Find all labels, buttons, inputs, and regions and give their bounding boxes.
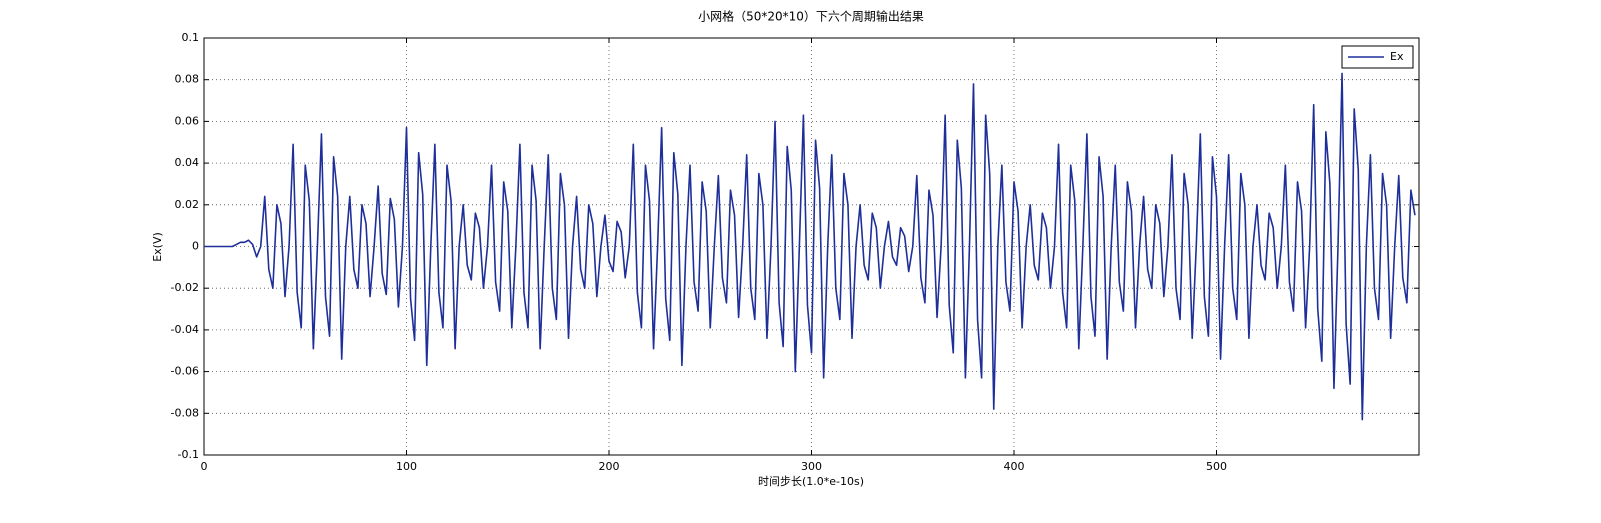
data-line bbox=[204, 72, 1416, 421]
y-axis-label: Ex(V) bbox=[151, 232, 164, 262]
y-tick-label: 0.02 bbox=[175, 198, 200, 211]
x-tick-label: 0 bbox=[201, 460, 208, 473]
y-tick-label: -0.08 bbox=[171, 406, 199, 419]
y-tick-label: 0.1 bbox=[182, 31, 200, 44]
y-tick-label: 0 bbox=[192, 240, 199, 253]
legend-label: Ex bbox=[1390, 50, 1404, 63]
y-tick-label: -0.1 bbox=[178, 448, 199, 461]
x-tick-label: 100 bbox=[396, 460, 417, 473]
y-tick-label: 0.06 bbox=[175, 114, 200, 127]
y-tick-label: 0.04 bbox=[175, 156, 200, 169]
y-tick-label: 0.08 bbox=[175, 73, 200, 86]
y-tick-label: -0.06 bbox=[171, 365, 199, 378]
y-tick-label: -0.04 bbox=[171, 323, 199, 336]
x-tick-label: 500 bbox=[1206, 460, 1227, 473]
x-tick-label: 300 bbox=[801, 460, 822, 473]
x-tick-label: 400 bbox=[1004, 460, 1025, 473]
x-tick-label: 200 bbox=[599, 460, 620, 473]
chart-title: 小网格（50*20*10）下六个周期输出结果 bbox=[698, 9, 924, 24]
y-tick-label: -0.02 bbox=[171, 281, 199, 294]
x-axis-label: 时间步长(1.0*e-10s) bbox=[758, 475, 864, 488]
